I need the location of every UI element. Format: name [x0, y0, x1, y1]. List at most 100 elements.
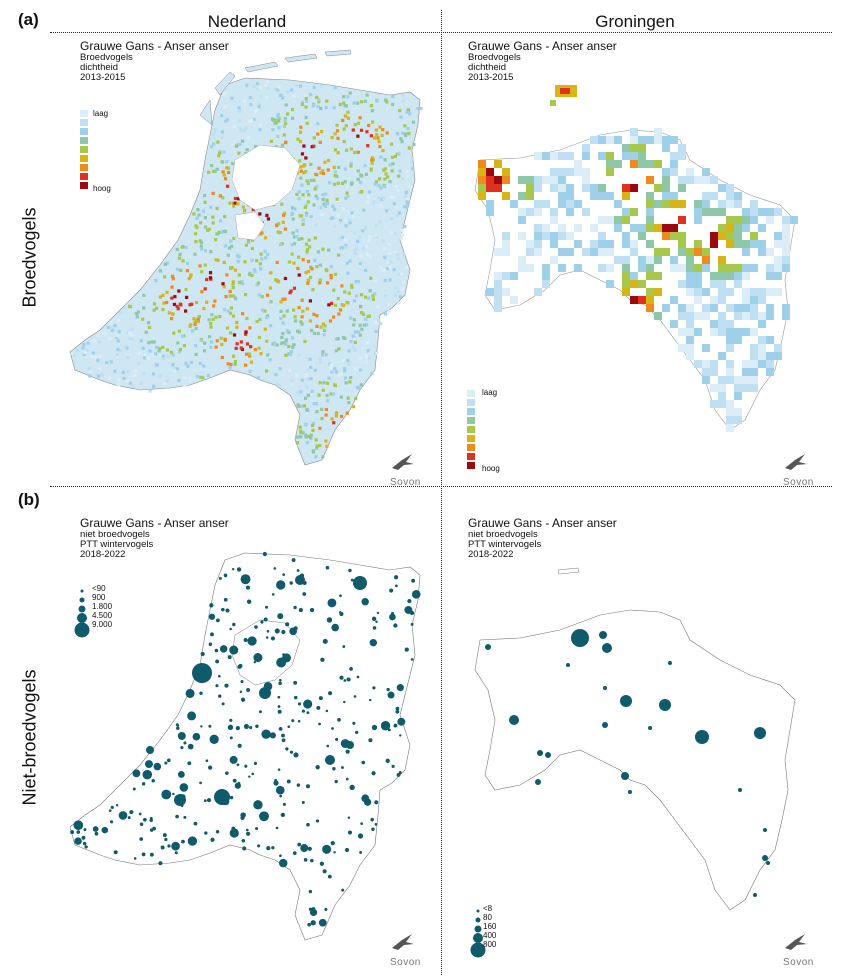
density-cell [312, 312, 316, 316]
density-cell [264, 256, 268, 260]
density-cell [742, 376, 750, 384]
density-cell [742, 224, 750, 232]
density-cell [330, 417, 334, 421]
density-cell [123, 344, 127, 349]
density-cell [273, 118, 277, 122]
density-cell [542, 152, 550, 160]
count-dot [255, 724, 259, 729]
density-cell [718, 224, 726, 232]
density-cell [534, 240, 542, 248]
count-dot [110, 805, 114, 810]
density-cell [340, 414, 344, 419]
count-dot [289, 581, 293, 585]
density-cell [211, 221, 215, 225]
density-cell [203, 341, 207, 345]
density-cell [340, 284, 344, 288]
density-cell [260, 257, 264, 261]
density-cell [210, 313, 214, 317]
density-cell [176, 367, 180, 371]
density-cell [314, 402, 319, 406]
density-cell [388, 163, 392, 167]
count-dot [331, 623, 339, 632]
count-dots [485, 629, 770, 897]
density-cell [670, 160, 678, 168]
density-cell [188, 379, 192, 383]
density-cell [670, 136, 678, 144]
density-cell [670, 320, 678, 328]
density-cell [152, 308, 156, 312]
density-cell [582, 248, 590, 256]
density-cell [214, 315, 218, 319]
density-cell [235, 254, 240, 258]
density-cell [286, 90, 290, 94]
density-cell [304, 170, 308, 174]
density-cell [401, 94, 405, 98]
density-cell [241, 205, 245, 209]
count-dot [208, 613, 216, 620]
density-cell [359, 254, 363, 258]
density-cell [774, 232, 782, 240]
count-dot [246, 688, 251, 692]
density-cell [558, 192, 566, 200]
density-cell [305, 441, 310, 445]
density-cell [263, 309, 267, 313]
count-dot [621, 772, 629, 780]
density-cell [318, 140, 322, 144]
density-cell [298, 159, 302, 163]
density-cell [303, 163, 307, 167]
density-cell [312, 144, 316, 148]
density-cell [686, 344, 694, 352]
density-cell [396, 189, 400, 193]
density-cell [280, 96, 285, 100]
density-cell [237, 273, 241, 277]
density-cell [366, 349, 370, 353]
density-cell [321, 247, 325, 251]
density-cell [368, 235, 372, 239]
density-cell [397, 256, 401, 260]
density-cell [774, 352, 782, 360]
count-dot [281, 629, 286, 635]
count-dot [115, 804, 119, 807]
density-cell [321, 388, 325, 392]
density-cell [161, 354, 165, 358]
count-dot [339, 594, 342, 598]
density-cell [710, 176, 718, 184]
count-dot [181, 839, 185, 844]
density-cell [305, 250, 309, 254]
density-cell [254, 109, 258, 113]
density-cell [201, 375, 205, 380]
density-cell [212, 142, 216, 146]
density-cell [130, 333, 134, 337]
netherlands-outline [69, 77, 421, 466]
count-dot [303, 699, 313, 709]
count-dot [371, 771, 376, 776]
ijsselmeer [231, 144, 301, 211]
count-dot [215, 659, 220, 664]
column-header-groningen: Groningen [595, 12, 675, 31]
density-cell [86, 341, 90, 345]
density-cell [304, 203, 308, 208]
density-cell [197, 213, 201, 217]
count-dot [210, 632, 214, 637]
count-dot [132, 769, 141, 778]
density-cell [265, 80, 270, 84]
density-cell [750, 264, 758, 272]
density-cell [232, 236, 236, 241]
density-cell [622, 264, 630, 272]
count-dot [333, 851, 336, 854]
count-dot [161, 789, 172, 800]
legend-low-label: laag [93, 109, 109, 118]
count-dot [322, 869, 327, 874]
count-dot [257, 844, 261, 848]
density-cell [370, 161, 374, 165]
island-rottumeroog [557, 567, 580, 575]
density-cell [158, 295, 163, 299]
density-cell [598, 216, 606, 224]
density-cell [375, 133, 379, 137]
density-cell [542, 232, 550, 240]
density-cell [358, 368, 363, 372]
density-cell [232, 201, 236, 205]
density-cell [116, 339, 120, 343]
count-dot [263, 553, 267, 557]
density-cell [283, 117, 287, 121]
